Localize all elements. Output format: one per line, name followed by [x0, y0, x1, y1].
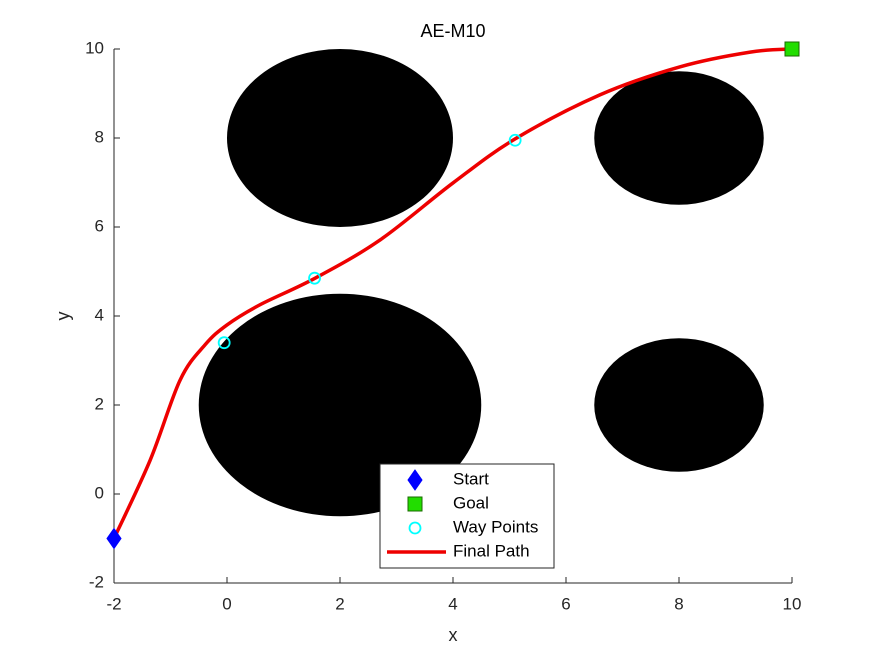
y-tick-label: 10	[85, 38, 104, 57]
chart-title: AE-M10	[420, 21, 485, 41]
y-tick-label: 4	[95, 305, 104, 324]
start-marker	[407, 469, 423, 491]
y-axis-label: y	[53, 312, 73, 321]
legend-label: Start	[453, 469, 489, 488]
final-path	[112, 47, 793, 540]
obstacle	[227, 49, 453, 227]
x-tick-label: 2	[335, 594, 344, 613]
y-tick-label: 0	[95, 483, 104, 502]
start-marker	[106, 527, 122, 550]
x-tick-label: 10	[783, 594, 802, 613]
obstacle	[594, 338, 764, 472]
x-tick-label: -2	[106, 594, 121, 613]
x-tick-label: 8	[674, 594, 683, 613]
x-tick-label: 4	[448, 594, 457, 613]
y-tick-label: 8	[95, 127, 104, 146]
goal-marker	[407, 496, 423, 512]
waypoint-marker	[217, 336, 231, 350]
x-tick-label: 0	[222, 594, 231, 613]
legend: Start Goal Way Points Final Path	[379, 463, 555, 569]
x-tick-label: 6	[561, 594, 570, 613]
obstacle	[594, 71, 764, 205]
legend-label: Goal	[453, 493, 489, 512]
waypoint-marker	[408, 521, 422, 535]
y-tick-label: -2	[89, 572, 104, 591]
waypoint-marker	[508, 133, 522, 147]
y-tick-label: 2	[95, 394, 104, 413]
waypoint-marker	[308, 271, 321, 285]
goal-marker	[784, 41, 800, 57]
legend-label: Way Points	[453, 517, 538, 536]
y-tick-label: 6	[95, 216, 104, 235]
obstacle	[198, 293, 482, 517]
legend-label: Final Path	[453, 541, 530, 560]
x-axis-label: x	[449, 625, 458, 645]
